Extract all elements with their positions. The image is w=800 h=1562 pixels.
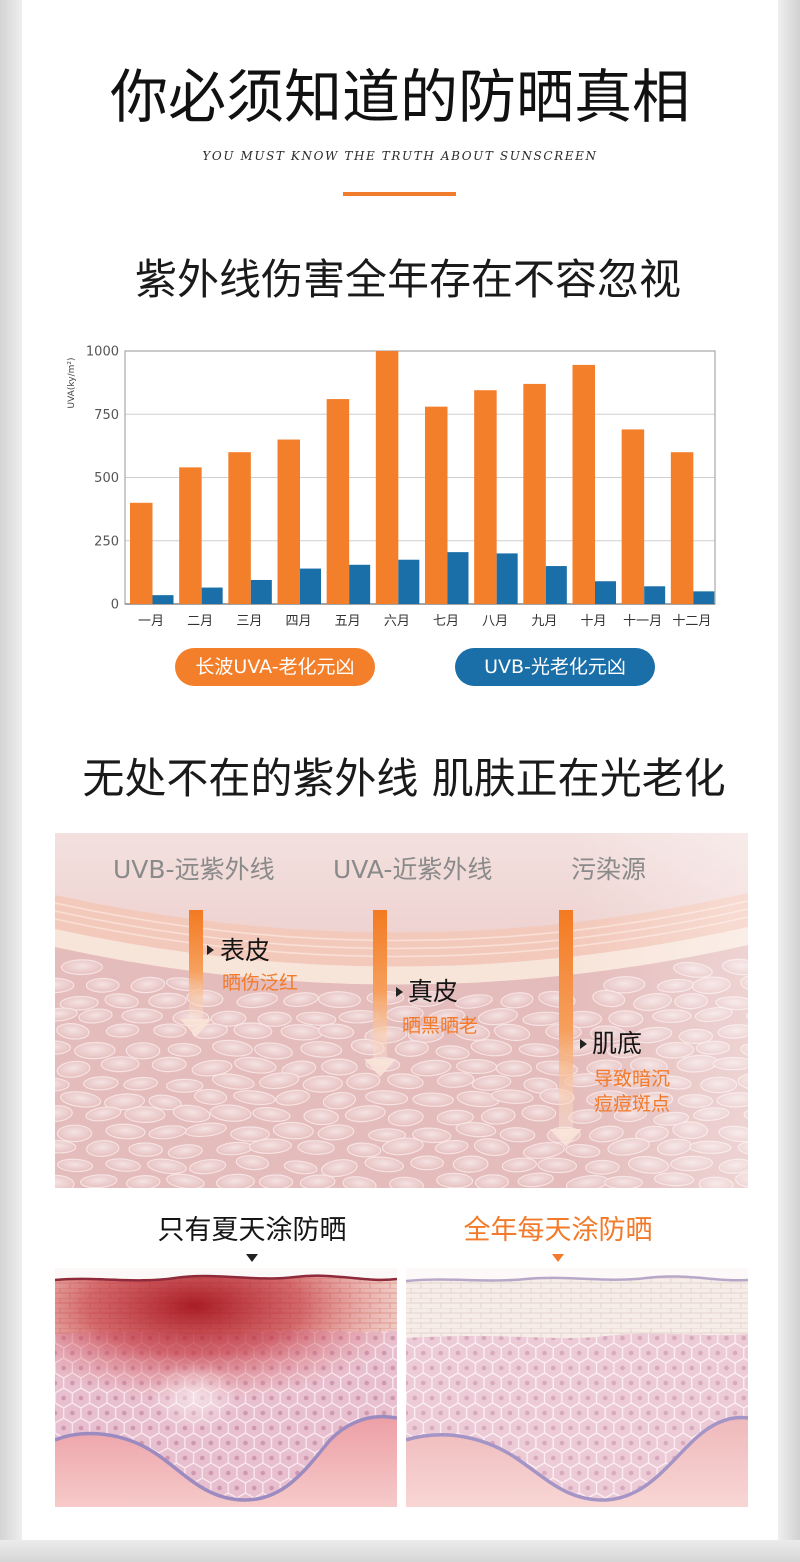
x-tick-label: 三月	[236, 614, 262, 629]
dermis-layer	[406, 1417, 748, 1507]
page-edge-left	[0, 0, 22, 1562]
uvb-bar	[644, 586, 666, 604]
page-title: 你必须知道的防晒真相	[109, 63, 690, 131]
layer-base-label: 肌底	[592, 1029, 643, 1058]
uva-bar	[179, 467, 202, 604]
x-tick-label: 一月	[138, 614, 164, 629]
pollution-source-label: 污染源	[571, 855, 647, 884]
x-tick-label: 五月	[335, 614, 361, 629]
y-axis-label: UVA(ky/m²)	[67, 358, 77, 409]
layer-dermis-effect: 晒黑晒老	[402, 1015, 479, 1037]
uva-bar	[326, 399, 350, 604]
uva-bar	[277, 439, 300, 604]
faded-cell-patch	[150, 1362, 240, 1430]
skin-section-heading: 无处不在的紫外线 肌肤正在光老化	[82, 754, 726, 803]
chart-grid	[124, 350, 716, 605]
stratum-layer	[406, 1276, 748, 1338]
uva-bar	[130, 502, 153, 604]
chart-labels: 0 250 500 750 1000 UVA(ky/m²) 一月 二月 三月 四月 五月 六月 七月 八月…	[67, 345, 711, 630]
uvb-bar	[300, 568, 321, 604]
page-subtitle: YOU MUST KNOW THE TRUTH ABOUT SUNSCREEN	[202, 149, 598, 163]
y-tick-label: 0	[111, 598, 119, 613]
uv-monthly-bar-chart: 0 250 500 750 1000 UVA(ky/m²) 一月 二月 三月 四月 五月 六月 七月 八月…	[67, 345, 716, 630]
uva-bar	[670, 452, 694, 604]
y-tick-label: 750	[94, 408, 119, 423]
x-tick-label: 六月	[384, 614, 410, 629]
x-tick-label: 九月	[531, 614, 557, 629]
triangle-down-icon	[552, 1254, 564, 1262]
chart-bars	[130, 351, 715, 604]
summer-only-label: 只有夏天涂防晒	[157, 1215, 347, 1246]
uvb-bar	[349, 564, 371, 604]
x-tick-label: 八月	[482, 614, 508, 629]
uvb-bar	[398, 559, 420, 604]
uvb-bar	[595, 581, 616, 604]
x-tick-label: 七月	[433, 614, 459, 629]
accent-divider	[343, 192, 456, 196]
uvb-bar	[447, 552, 469, 604]
layer-epidermis-effect: 晒伤泛红	[222, 972, 299, 994]
summer-only-skin-image	[55, 1268, 397, 1507]
x-tick-label: 十一月	[623, 614, 662, 629]
uvb-bar	[693, 591, 715, 604]
year-round-skin-image	[406, 1268, 748, 1507]
uvb-bar	[152, 595, 174, 604]
uva-bar	[621, 429, 645, 604]
skin-surface	[55, 1274, 397, 1282]
x-tick-label: 十月	[580, 614, 606, 629]
uva-bar	[523, 383, 546, 604]
uvb-source-label: UVB-远紫外线	[113, 855, 275, 884]
triangle-marker-icon	[580, 1039, 587, 1049]
triangle-down-icon	[246, 1254, 258, 1262]
year-round-label: 全年每天涂防晒	[463, 1215, 653, 1246]
x-tick-label: 四月	[285, 614, 311, 629]
layer-base-effect: 痘痘斑点	[594, 1093, 671, 1115]
layer-dermis-label: 真皮	[408, 977, 459, 1006]
skin-layers-diagram	[55, 833, 748, 1188]
x-tick-label: 十二月	[672, 614, 711, 629]
page-edge-right	[778, 0, 800, 1562]
page-edge-bottom	[0, 1540, 800, 1562]
basement-membrane	[406, 1415, 748, 1502]
x-tick-label: 二月	[187, 614, 213, 629]
skin-right-glow	[55, 833, 748, 1188]
uva-source-label: UVA-近紫外线	[333, 855, 493, 884]
triangle-marker-icon	[396, 987, 403, 997]
uv-section-heading: 紫外线伤害全年存在不容忽视	[134, 255, 681, 304]
layer-epidermis-label: 表皮	[220, 936, 271, 965]
uvb-bar	[545, 566, 567, 604]
y-tick-label: 250	[94, 534, 119, 549]
skin-surface	[406, 1275, 748, 1283]
legend-uva-pill: 长波UVA-老化元凶	[175, 648, 375, 686]
uva-bar	[474, 390, 497, 604]
uva-bar	[375, 351, 399, 604]
uva-bar	[572, 364, 595, 604]
layer-base-effect: 导致暗沉	[594, 1068, 671, 1090]
uva-bar	[425, 406, 448, 604]
uva-bar	[228, 452, 251, 604]
triangle-marker-icon	[207, 945, 214, 955]
legend-uvb-pill: UVB-光老化元凶	[455, 648, 655, 686]
uvb-bar	[250, 579, 272, 604]
y-tick-label: 500	[94, 471, 119, 486]
uvb-bar	[201, 587, 223, 604]
y-tick-label: 1000	[86, 345, 119, 360]
sunburn-damage	[55, 1275, 397, 1401]
basement-membrane	[55, 1414, 397, 1502]
uvb-bar	[496, 553, 518, 604]
dermis-layer	[55, 1416, 397, 1507]
